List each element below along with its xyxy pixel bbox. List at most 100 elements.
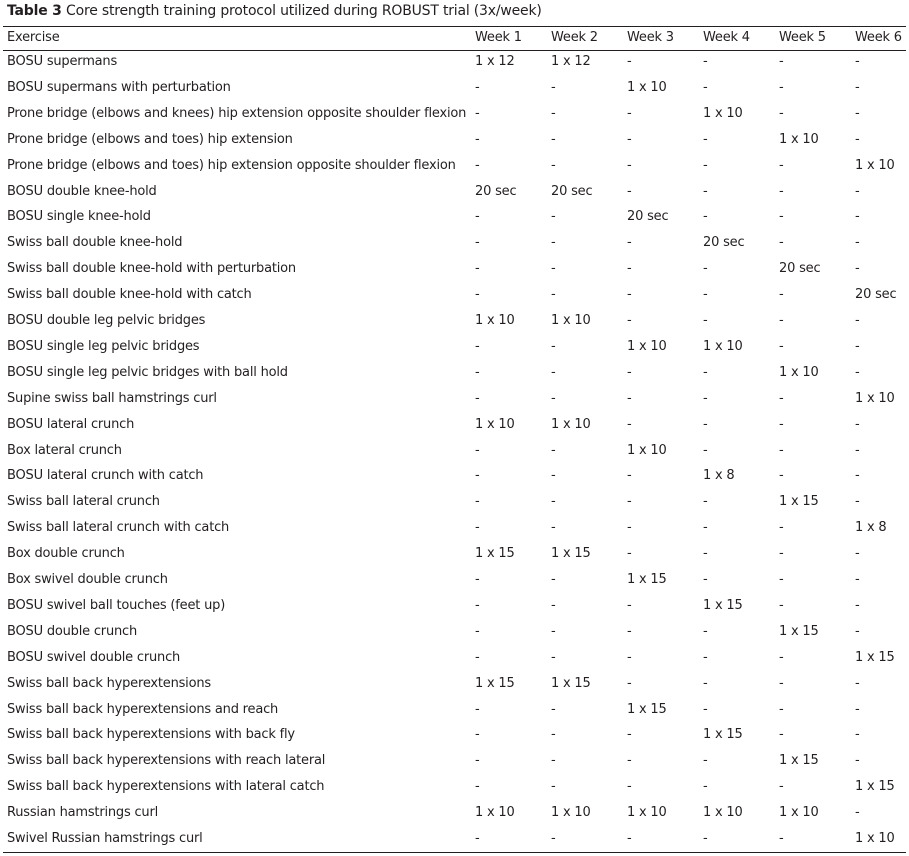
table-row: Swiss ball back hyperextensions with rea… xyxy=(0,748,909,774)
week-4-value: - xyxy=(703,261,708,277)
bottom-rule xyxy=(3,852,906,853)
week-3-value: - xyxy=(627,131,632,147)
week-2-value: - xyxy=(551,597,556,613)
week-2-value: - xyxy=(551,623,556,639)
week-4-value: - xyxy=(703,546,708,562)
week-2-value: - xyxy=(551,287,556,303)
exercise-name: Swiss ball double knee-hold with perturb… xyxy=(7,261,296,277)
week-4-value: - xyxy=(703,54,708,69)
week-1-value: - xyxy=(475,753,480,769)
week-5-value: - xyxy=(779,79,784,95)
table-row: Swiss ball lateral crunch - - - - 1 x 15 - xyxy=(0,489,909,515)
week-1-value: - xyxy=(475,209,480,225)
week-1-value: - xyxy=(475,131,480,147)
week-6-value: - xyxy=(855,675,860,691)
week-2-value: - xyxy=(551,79,556,95)
exercise-name: BOSU double knee-hold xyxy=(7,183,157,199)
week-3-value: - xyxy=(627,157,632,173)
column-header-exercise: Exercise xyxy=(7,30,60,45)
week-5-value: - xyxy=(779,701,784,717)
exercise-name: BOSU double leg pelvic bridges xyxy=(7,313,206,328)
week-5-value: 1 x 10 xyxy=(779,364,819,380)
week-5-value: 1 x 10 xyxy=(779,805,819,821)
week-5-value: - xyxy=(779,546,784,562)
exercise-name: Swiss ball double knee-hold with catch xyxy=(7,287,252,303)
week-3-value: 1 x 10 xyxy=(627,442,667,458)
week-1-value: - xyxy=(475,572,480,587)
week-3-value: - xyxy=(627,390,632,406)
week-2-value: - xyxy=(551,105,556,121)
week-2-value: 1 x 15 xyxy=(551,675,591,691)
table-row: BOSU double leg pelvic bridges 1 x 10 1 x … xyxy=(0,308,909,334)
week-1-value: - xyxy=(475,727,480,743)
week-1-value: - xyxy=(475,701,480,717)
week-3-value: - xyxy=(627,235,632,251)
week-6-value: 1 x 15 xyxy=(855,779,895,795)
week-3-value: - xyxy=(627,753,632,769)
week-6-value: - xyxy=(855,701,860,717)
week-5-value: - xyxy=(779,105,784,121)
week-1-value: - xyxy=(475,779,480,795)
week-3-value: - xyxy=(627,649,632,665)
week-5-value: - xyxy=(779,442,784,458)
table-row: Russian hamstrings curl 1 x 10 1 x 10 1 x 1… xyxy=(0,800,909,826)
week-1-value: 1 x 12 xyxy=(475,54,515,69)
week-1-value: - xyxy=(475,597,480,613)
week-3-value: 1 x 10 xyxy=(627,338,667,354)
week-6-value: - xyxy=(855,79,860,95)
week-5-value: 1 x 15 xyxy=(779,494,819,510)
table-row: Swiss ball back hyperextensions 1 x 15 1 x… xyxy=(0,671,909,697)
exercise-name: Prone bridge (elbows and toes) hip exten… xyxy=(7,157,456,173)
week-3-value: - xyxy=(627,494,632,510)
table-row: BOSU single knee-hold - - 20 sec - - - xyxy=(0,204,909,230)
week-3-value: - xyxy=(627,727,632,743)
exercise-name: Prone bridge (elbows and knees) hip exte… xyxy=(7,105,467,121)
week-6-value: - xyxy=(855,468,860,484)
week-2-value: - xyxy=(551,520,556,536)
exercise-name: BOSU single leg pelvic bridges xyxy=(7,338,200,354)
column-header-week-2: Week 2 xyxy=(551,30,598,45)
week-6-value: 1 x 15 xyxy=(855,649,895,665)
week-2-value: 1 x 15 xyxy=(551,546,591,562)
table-row: Swiss ball back hyperextensions and reac… xyxy=(0,697,909,723)
week-3-value: - xyxy=(627,261,632,277)
week-6-value: - xyxy=(855,105,860,121)
exercise-name: Swiss ball back hyperextensions with lat… xyxy=(7,779,325,795)
week-5-value: 1 x 15 xyxy=(779,753,819,769)
week-3-value: 1 x 10 xyxy=(627,805,667,821)
week-6-value: - xyxy=(855,364,860,380)
week-4-value: - xyxy=(703,701,708,717)
week-4-value: - xyxy=(703,649,708,665)
week-2-value: 1 x 10 xyxy=(551,416,591,432)
table-row: BOSU single leg pelvic bridges with ball… xyxy=(0,360,909,386)
week-6-value: - xyxy=(855,805,860,821)
week-2-value: - xyxy=(551,572,556,587)
table-row: Swiss ball double knee-hold with perturb… xyxy=(0,256,909,282)
column-header-week-3: Week 3 xyxy=(627,30,674,45)
week-6-value: - xyxy=(855,753,860,769)
week-4-value: 20 sec xyxy=(703,235,745,251)
week-2-value: - xyxy=(551,831,556,846)
week-4-value: - xyxy=(703,442,708,458)
week-5-value: 20 sec xyxy=(779,261,821,277)
exercise-name: Swivel Russian hamstrings curl xyxy=(7,831,203,846)
table-row: Swiss ball lateral crunch with catch - - - -… xyxy=(0,515,909,541)
week-5-value: - xyxy=(779,831,784,846)
exercise-name: BOSU lateral crunch with catch xyxy=(7,468,204,484)
week-1-value: - xyxy=(475,390,480,406)
week-6-value: 1 x 10 xyxy=(855,157,895,173)
exercise-name: BOSU supermans with perturbation xyxy=(7,79,231,95)
week-1-value: - xyxy=(475,494,480,510)
week-1-value: 1 x 10 xyxy=(475,313,515,328)
table-row: BOSU swivel double crunch - - - - - 1 x 15 xyxy=(0,645,909,671)
week-3-value: - xyxy=(627,675,632,691)
week-6-value: 1 x 10 xyxy=(855,390,895,406)
week-5-value: - xyxy=(779,313,784,328)
exercise-name: Prone bridge (elbows and toes) hip exten… xyxy=(7,131,293,147)
exercise-name: Box double crunch xyxy=(7,546,125,562)
table-row: Supine swiss ball hamstrings curl - - - - - 1 … xyxy=(0,386,909,412)
exercise-name: Swiss ball back hyperextensions with bac… xyxy=(7,727,295,743)
week-4-value: - xyxy=(703,287,708,303)
week-4-value: 1 x 10 xyxy=(703,805,743,821)
week-5-value: - xyxy=(779,390,784,406)
